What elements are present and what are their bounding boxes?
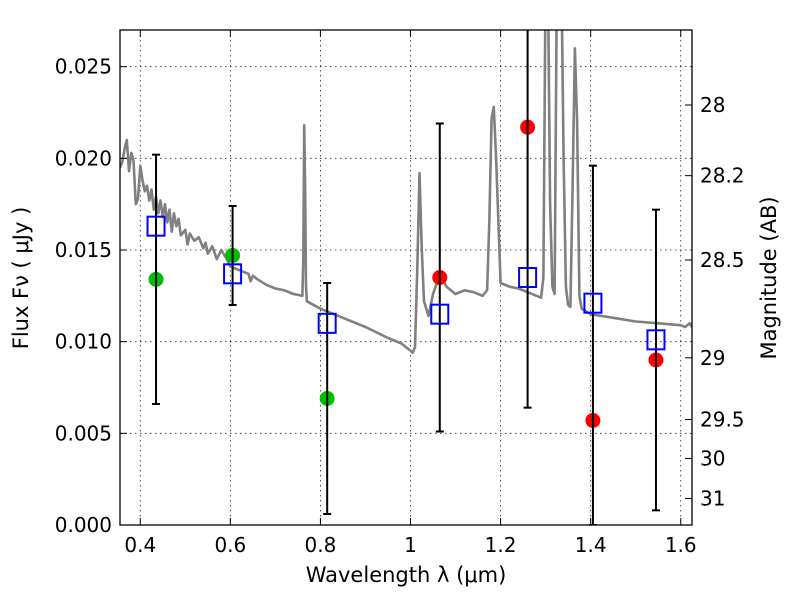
y-tick-label: 0.015 bbox=[55, 238, 112, 262]
grid-lines bbox=[120, 30, 692, 526]
x-tick-label: 1 bbox=[404, 533, 417, 557]
mag-tick-label: 28 bbox=[700, 93, 725, 117]
x-tick-label: 1.6 bbox=[665, 533, 697, 557]
model-spectrum-line bbox=[120, 30, 692, 354]
model-band-marker bbox=[583, 292, 603, 314]
data-series bbox=[120, 30, 692, 525]
mag-tick-label: 30 bbox=[700, 446, 725, 470]
plot-frame bbox=[119, 29, 693, 526]
y-tick-label: 0.025 bbox=[55, 55, 112, 79]
mag-tick-label: 29.5 bbox=[700, 407, 745, 431]
model-band-marker bbox=[646, 329, 666, 351]
model-band-marker bbox=[317, 312, 337, 334]
model-band-marker bbox=[430, 303, 450, 325]
mag-tick-label: 29 bbox=[700, 346, 725, 370]
x-tick-label: 1.2 bbox=[485, 533, 517, 557]
y-tick-label: 0.005 bbox=[55, 421, 112, 445]
axis-ticks: 0.4 0.6 0.8 1 1.2 1.4 1.6 0.000 0.005 0.010 0.015 0… bbox=[55, 30, 745, 557]
mag-tick-label: 28.5 bbox=[700, 248, 745, 272]
y-tick-label: 0.020 bbox=[55, 146, 112, 170]
y-tick-label: 0.010 bbox=[55, 330, 112, 354]
model-band-marker bbox=[223, 263, 243, 285]
mag-tick-label: 31 bbox=[700, 486, 725, 510]
model-band-marker bbox=[146, 215, 166, 237]
x-tick-label: 0.4 bbox=[124, 533, 156, 557]
y-tick-label: 0.000 bbox=[55, 513, 112, 537]
mag-tick-label: 28.2 bbox=[700, 164, 745, 188]
right-axis-label: Magnitude (AB) bbox=[757, 196, 781, 359]
y-axis-label: Flux Fν ( μJy ) bbox=[9, 207, 33, 350]
x-tick-label: 1.4 bbox=[575, 533, 607, 557]
x-tick-label: 0.6 bbox=[214, 533, 246, 557]
model-band-marker bbox=[518, 267, 538, 288]
x-tick-label: 0.8 bbox=[305, 533, 337, 557]
x-axis-label: Wavelength λ (μm) bbox=[306, 563, 507, 587]
